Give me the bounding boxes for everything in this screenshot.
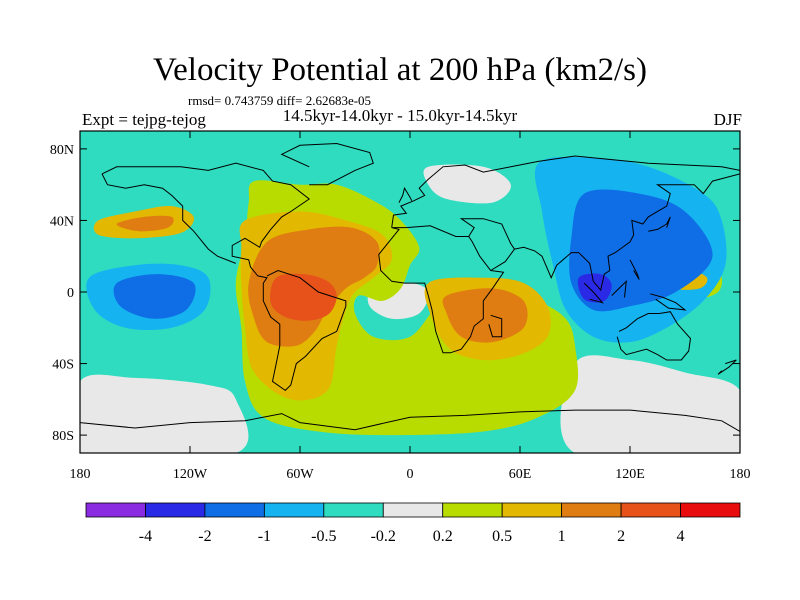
region-northern-asia-neutral-patch <box>423 164 511 204</box>
x-tick-label: 0 <box>407 467 414 482</box>
colorbar-swatch <box>204 502 265 518</box>
x-tick-label: 180 <box>730 467 751 482</box>
colorbar-swatch <box>323 502 384 518</box>
colorbar-label: -2 <box>198 528 211 545</box>
colorbar: -4 -2 -1 -0.5 -0.2 0.2 0.5 1 2 4 <box>85 502 741 545</box>
region-south-west-neutral <box>80 374 249 453</box>
coastline-2 <box>101 173 184 207</box>
axis-ticks: 180 120W 60W 0 60E 120E 180 80N 40N 0 40S 80S <box>50 131 751 482</box>
coastline-6 <box>514 173 740 292</box>
x-tick-label: 60E <box>509 467 532 482</box>
chart-title: Velocity Potential at 200 hPa (km2/s) <box>152 52 648 88</box>
coastline-3 <box>391 155 740 228</box>
colorbar-swatch <box>561 502 622 518</box>
colorbar-label: -0.2 <box>371 528 396 545</box>
colorbar-label: -0.5 <box>311 528 336 545</box>
colorbar-swatch <box>382 502 444 518</box>
coastlines <box>80 142 740 432</box>
y-tick-label: 80S <box>52 429 74 444</box>
contour-regions <box>80 156 740 453</box>
colorbar-swatch <box>501 502 563 518</box>
colorbar-swatch <box>442 502 503 518</box>
region-east-pacific-blue-core <box>113 274 196 319</box>
colorbar-swatch <box>263 502 325 518</box>
experiment-label: Expt = tejpg-tejog <box>82 110 206 129</box>
coastline-8 <box>616 311 692 361</box>
colorbar-swatch <box>680 502 741 518</box>
region-north-pacific-orange <box>116 215 174 232</box>
colorbar-label: 2 <box>617 528 625 545</box>
coastline-12 <box>583 282 604 304</box>
region-south-ocean-neutral <box>560 355 740 453</box>
x-tick-label: 120W <box>173 467 208 482</box>
colorbar-swatch <box>620 502 681 518</box>
y-tick-label: 40S <box>52 358 74 373</box>
coastline-5 <box>459 218 516 271</box>
colorbar-label: 0.2 <box>433 528 453 545</box>
y-tick-label: 40N <box>50 214 74 229</box>
map-panel <box>80 131 740 453</box>
coastline-7 <box>488 314 503 338</box>
region-southern-africa-orange <box>442 288 528 343</box>
coastline-16 <box>398 186 413 203</box>
coastline-1 <box>182 206 236 264</box>
y-tick-label: 0 <box>67 286 74 301</box>
coastline-15 <box>717 359 737 375</box>
colorbar-label: 4 <box>677 528 685 545</box>
colorbar-label: 1 <box>558 528 566 545</box>
colorbar-swatch <box>145 502 206 518</box>
y-tick-label: 80N <box>50 143 74 158</box>
coastline-0 <box>101 162 347 392</box>
coastline-9 <box>80 409 740 432</box>
coastline-13 <box>611 279 627 298</box>
coastline-17 <box>629 259 640 280</box>
region-amazon-red-core <box>270 273 337 321</box>
colorbar-label: 0.5 <box>492 528 512 545</box>
colorbar-swatch <box>85 502 146 518</box>
period-label: 14.5kyr-14.0kyr - 15.0kyr-14.5kyr <box>282 106 518 125</box>
colorbar-label: -1 <box>258 528 271 545</box>
season-label: DJF <box>713 110 742 129</box>
x-tick-label: 60W <box>286 467 314 482</box>
coastline-14 <box>650 293 687 311</box>
coastline-11 <box>648 216 671 232</box>
coastline-4 <box>378 225 505 354</box>
colorbar-label: -4 <box>139 528 152 545</box>
x-tick-label: 120E <box>615 467 645 482</box>
coastline-10 <box>280 142 374 186</box>
x-tick-label: 180 <box>70 467 91 482</box>
stats-label: rmsd= 0.743759 diff= 2.62683e-05 <box>188 93 372 108</box>
